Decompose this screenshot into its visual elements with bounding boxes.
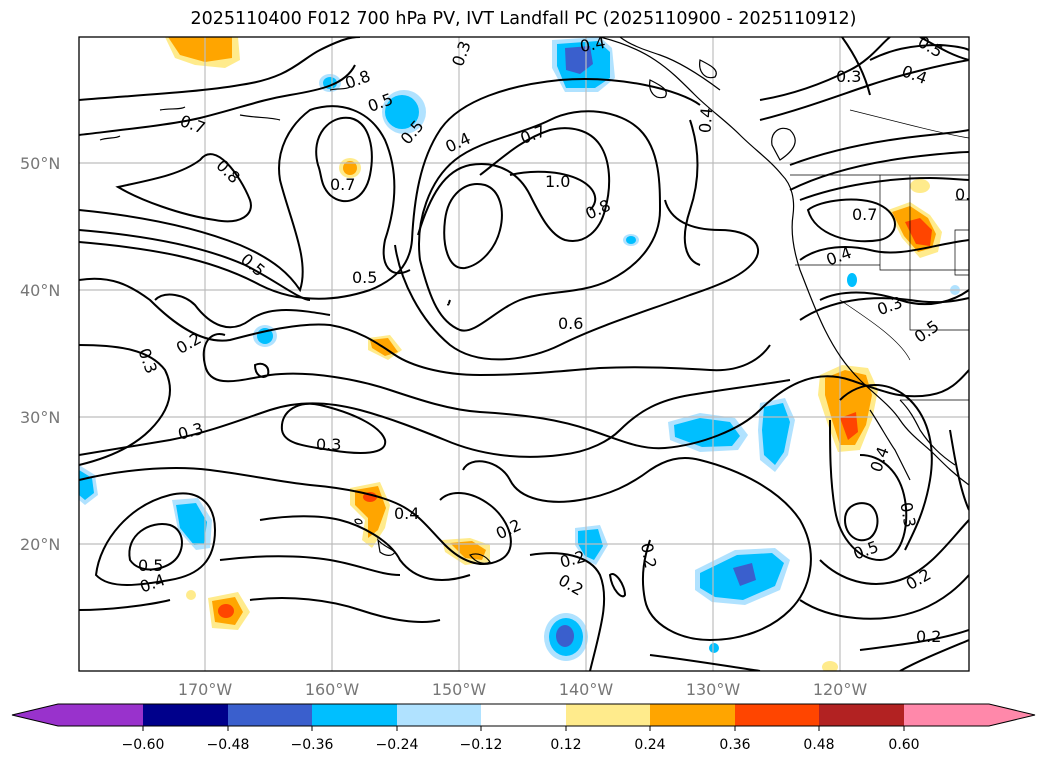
contour-label: 0.4 [578,33,606,56]
colorbar: −0.60 −0.48 −0.36 −0.24 −0.12 0.12 0.24 … [11,703,1036,753]
colorbar-bin [904,704,989,726]
colorbar-tick-label: 0.36 [719,737,750,753]
lon-label: 160°W [305,680,360,699]
colorbar-bin [397,704,481,726]
colorbar-tick-label: −0.36 [291,737,334,753]
lat-label: 30°N [20,408,60,427]
contour-label: 0.3 [176,419,206,444]
contour-label: 0.2 [558,547,588,572]
colorbar-tick-label: −0.48 [207,737,250,753]
contour-label: 0.6 [558,314,583,333]
colorbar-bin [819,704,904,726]
contour-label: 0.5 [352,268,377,287]
contour-label: 0.3 [896,501,919,529]
contour-label: 0.8 [582,196,613,224]
colorbar-bin [566,704,650,726]
colorbar-bin [143,704,228,726]
contour-label: 0.7 [518,121,548,148]
contour-label: 1.0 [545,172,570,191]
map-area: 0.7 0.8 0.5 0.2 0.3 0.3 0.5 0.4 0.7 0.8 … [79,33,980,671]
colorbar-tick-label: −0.24 [376,737,419,753]
contour-label: 0.3 [134,346,161,376]
colorbar-tick-label: 0.48 [803,737,834,753]
contour-label: 0.7 [330,175,355,194]
contour-label: 0.4 [866,444,893,474]
lon-label: 150°W [432,680,487,699]
contour-label: 0.3 [836,67,861,86]
contour-label: 0.2 [916,627,941,646]
longitude-labels: 170°W 160°W 150°W 140°W 130°W 120°W [178,680,868,699]
political-borders [790,109,969,401]
map-title: 2025110400 F012 700 hPa PV, IVT Landfall… [190,9,857,29]
pv-contours [79,37,969,671]
contour-label: 0.3 [316,435,341,454]
contour-label: 0.3 [875,293,905,320]
latitude-labels: 50°N 40°N 30°N 20°N [20,154,60,554]
lat-label: 50°N [20,154,60,173]
contour-label: 0.8 [212,156,243,187]
colorbar-bin [650,704,735,726]
colorbar-bin [312,704,397,726]
lon-label: 130°W [686,680,741,699]
contour-label: 0.8 [955,185,980,204]
colorbar-tick-label: 0.12 [550,737,581,753]
contour-label: 0.4 [899,61,929,88]
lon-label: 140°W [559,680,614,699]
contour-label: 0.4 [695,107,716,134]
colorbar-bin [735,704,819,726]
coastlines [99,37,969,564]
lat-label: 40°N [20,281,60,300]
colorbar-tick-label: −0.60 [122,737,165,753]
lat-label: 20°N [20,535,60,554]
contour-label: 0.7 [178,111,208,138]
colorbar-tick-label: 0.24 [634,737,665,753]
contour-label: 0.5 [911,316,943,346]
contour-label: 0.3 [448,38,475,68]
colorbar-outline [11,703,1036,727]
lon-label: 170°W [178,680,233,699]
colorbar-max-arrow [989,704,1035,726]
colorbar-tick-label: −0.12 [460,737,503,753]
contour-label: 0.2 [173,329,205,358]
positive-anomaly-blobs [165,37,942,671]
contour-label: 0.5 [138,556,163,575]
contour-label: 0.2 [555,570,587,599]
lon-label: 120°W [813,680,868,699]
contour-label: 0.2 [903,565,935,594]
contour-label: 0.7 [852,205,877,224]
colorbar-bin [228,704,312,726]
contour-label: 0.4 [394,504,419,523]
colorbar-bin [58,704,143,726]
contour-label: 0.8 [343,66,373,93]
colorbar-tick-label: 0.60 [888,737,919,753]
contour-label: 0.2 [637,541,660,569]
map-frame [78,36,970,672]
contour-label: 0.4 [442,129,473,157]
colorbar-bin [481,704,566,726]
contour-label: 0.2 [493,515,524,543]
